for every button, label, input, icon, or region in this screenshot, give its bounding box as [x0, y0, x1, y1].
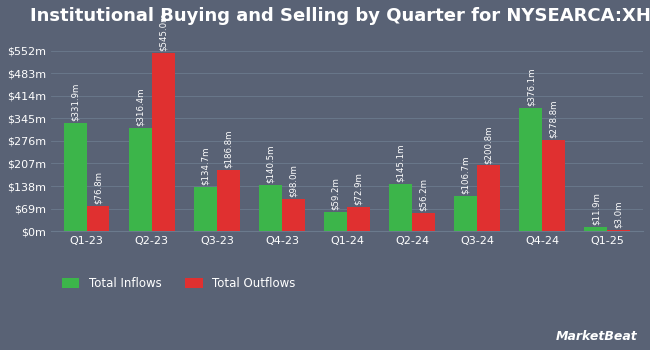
Bar [129, 128, 152, 231]
Bar [217, 170, 240, 231]
Bar [607, 230, 630, 231]
Text: $3.0m: $3.0m [614, 201, 623, 228]
Bar [152, 53, 175, 231]
Bar [324, 212, 347, 231]
Bar [64, 122, 86, 231]
Text: $134.7m: $134.7m [201, 147, 210, 185]
Text: $376.1m: $376.1m [526, 68, 536, 106]
Bar [477, 166, 500, 231]
Text: $98.0m: $98.0m [289, 164, 298, 197]
Text: $76.8m: $76.8m [94, 171, 103, 204]
Bar [454, 196, 477, 231]
Text: $278.8m: $278.8m [549, 99, 558, 138]
Text: $200.8m: $200.8m [484, 125, 493, 163]
Bar [194, 187, 217, 231]
Text: $72.9m: $72.9m [354, 173, 363, 205]
Bar [412, 213, 435, 231]
Bar [542, 140, 565, 231]
Text: $59.2m: $59.2m [331, 177, 340, 210]
Text: $140.5m: $140.5m [266, 145, 275, 183]
Text: $331.9m: $331.9m [71, 82, 80, 121]
Bar [86, 206, 109, 231]
Text: $145.1m: $145.1m [396, 143, 405, 182]
Text: $545.0m: $545.0m [159, 12, 168, 51]
Text: $106.7m: $106.7m [462, 156, 470, 194]
Legend: Total Inflows, Total Outflows: Total Inflows, Total Outflows [57, 272, 300, 295]
Text: $56.2m: $56.2m [419, 178, 428, 211]
Text: $11.9m: $11.9m [592, 193, 601, 225]
Text: MarketBeat: MarketBeat [555, 330, 637, 343]
Bar [389, 184, 412, 231]
Bar [347, 207, 370, 231]
Title: Institutional Buying and Selling by Quarter for NYSEARCA:XHB: Institutional Buying and Selling by Quar… [30, 7, 650, 25]
Bar [519, 108, 542, 231]
Text: $186.8m: $186.8m [224, 130, 233, 168]
Bar [259, 185, 282, 231]
Text: $316.4m: $316.4m [136, 87, 145, 126]
Bar [282, 199, 305, 231]
Bar [584, 227, 607, 231]
